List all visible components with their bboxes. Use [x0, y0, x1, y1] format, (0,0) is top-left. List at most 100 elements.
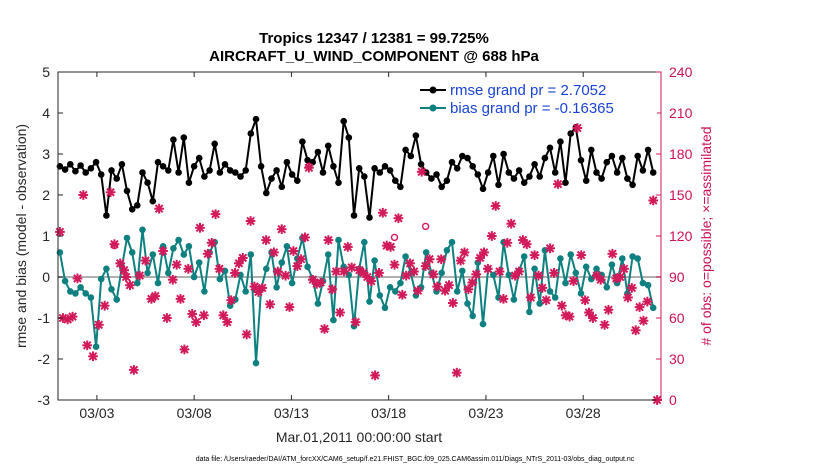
- rmse-point: [335, 179, 342, 186]
- obs-assimilated-marker: [634, 302, 645, 312]
- obs-assimilated-marker: [413, 285, 423, 296]
- bias-point: [134, 279, 141, 287]
- obs-assimilated-marker: [343, 242, 353, 252]
- obs-assimilated-marker: [568, 276, 579, 286]
- obs-possible-marker: [390, 233, 399, 242]
- right-axis: 0 30 60 90 120 150 180 210 240: [656, 64, 693, 408]
- x-tick-label: 03/08: [177, 405, 212, 421]
- obs-assimilated-marker: [234, 258, 244, 269]
- rmse-point: [510, 175, 518, 182]
- obs-assimilated-marker: [78, 190, 89, 200]
- obs-assimilated-marker: [222, 317, 233, 327]
- bias-point: [216, 275, 224, 283]
- right-tick-label: 60: [669, 310, 685, 326]
- rmse-point: [567, 130, 574, 137]
- bias-point: [490, 271, 497, 279]
- bias-point: [330, 316, 337, 324]
- obs-assimilated-marker: [245, 216, 256, 226]
- obs-assimilated-marker: [428, 269, 439, 280]
- rmse-point: [159, 163, 167, 170]
- bias-point: [386, 284, 394, 291]
- rmse-point: [464, 154, 471, 162]
- rmse-point: [644, 146, 652, 154]
- plot-area: [58, 72, 661, 400]
- bias-point: [345, 271, 353, 279]
- left-axis: -3 -2 -1 0 1 2 3 4 5: [38, 64, 63, 408]
- legend-bias-label: bias grand pr = -0.16365: [450, 100, 614, 117]
- rmse-point: [541, 154, 549, 162]
- bias-point: [371, 257, 378, 264]
- bias-point: [448, 238, 456, 246]
- obs-assimilated-marker: [572, 123, 583, 133]
- bias-point: [92, 343, 100, 351]
- obs-assimilated-marker: [346, 262, 357, 273]
- rmse-point: [613, 169, 621, 176]
- obs-assimilated-marker: [576, 250, 587, 260]
- rmse-point: [149, 197, 157, 205]
- bias-point: [634, 255, 641, 262]
- bias-point: [443, 247, 451, 254]
- x-axis: 03/03 03/08 03/13 03/18 03/23 03/28: [79, 72, 601, 421]
- rmse-point: [139, 169, 146, 176]
- rmse-point: [551, 169, 559, 176]
- bias-point: [77, 284, 84, 291]
- obs-assimilated-marker: [502, 238, 513, 248]
- rmse-point: [361, 173, 368, 180]
- obs-assimilated-marker: [436, 254, 447, 265]
- rmse-point: [340, 117, 348, 125]
- bias-point: [247, 251, 255, 258]
- bias-point: [422, 249, 430, 256]
- obs-assimilated-marker: [471, 269, 482, 280]
- obs-assimilated-marker: [257, 283, 268, 293]
- obs-possible-marker: [110, 241, 119, 250]
- obs-assimilated-marker: [99, 300, 110, 311]
- obs-assimilated-marker: [370, 370, 380, 381]
- bias-point: [273, 284, 280, 291]
- obs-assimilated-marker: [397, 289, 408, 300]
- bias-point: [588, 275, 595, 283]
- rmse-point: [366, 214, 373, 221]
- rmse-point: [417, 161, 425, 168]
- rmse-point: [294, 177, 301, 184]
- rmse-point: [242, 167, 249, 174]
- x-tick-label: 03/03: [79, 405, 114, 421]
- bias-point: [438, 269, 446, 277]
- obs-assimilated-marker: [463, 284, 474, 295]
- bias-point: [278, 259, 286, 266]
- right-tick-label: 240: [669, 64, 693, 80]
- obs-assimilated-marker: [541, 295, 552, 306]
- left-tick-label: -2: [38, 351, 51, 367]
- rmse-point: [324, 142, 332, 150]
- obs-assimilated-marker: [521, 239, 532, 250]
- rmse-point: [61, 166, 69, 173]
- bias-point: [464, 300, 471, 307]
- obs-assimilated-marker: [627, 283, 637, 293]
- obs-assimilated-marker: [619, 263, 629, 274]
- bias-point: [577, 290, 585, 297]
- bias-point: [87, 294, 95, 301]
- rmse-point: [350, 212, 358, 219]
- obs-assimilated-marker: [218, 310, 229, 321]
- rmse-point: [397, 183, 404, 191]
- rmse-point: [67, 161, 74, 168]
- obs-assimilated-marker: [214, 263, 225, 274]
- obs-assimilated-marker: [537, 283, 548, 293]
- right-tick-label: 180: [669, 146, 693, 162]
- rmse-point: [252, 115, 260, 123]
- obs-assimilated-marker: [350, 317, 361, 327]
- rmse-point: [190, 163, 198, 170]
- rmse-point: [247, 130, 255, 137]
- rmse-point: [490, 152, 497, 160]
- right-tick-label: 0: [669, 392, 677, 408]
- rmse-point: [201, 173, 208, 180]
- obs-assimilated-marker: [623, 292, 633, 303]
- rmse-point: [438, 183, 446, 191]
- rmse-point: [649, 169, 657, 176]
- obs-assimilated-marker: [486, 231, 497, 241]
- rmse-point: [221, 161, 229, 168]
- bias-point: [72, 290, 79, 297]
- rmse-point: [608, 152, 616, 160]
- rmse-point: [634, 152, 641, 160]
- left-tick-label: 2: [42, 187, 50, 203]
- rmse-point: [92, 158, 100, 166]
